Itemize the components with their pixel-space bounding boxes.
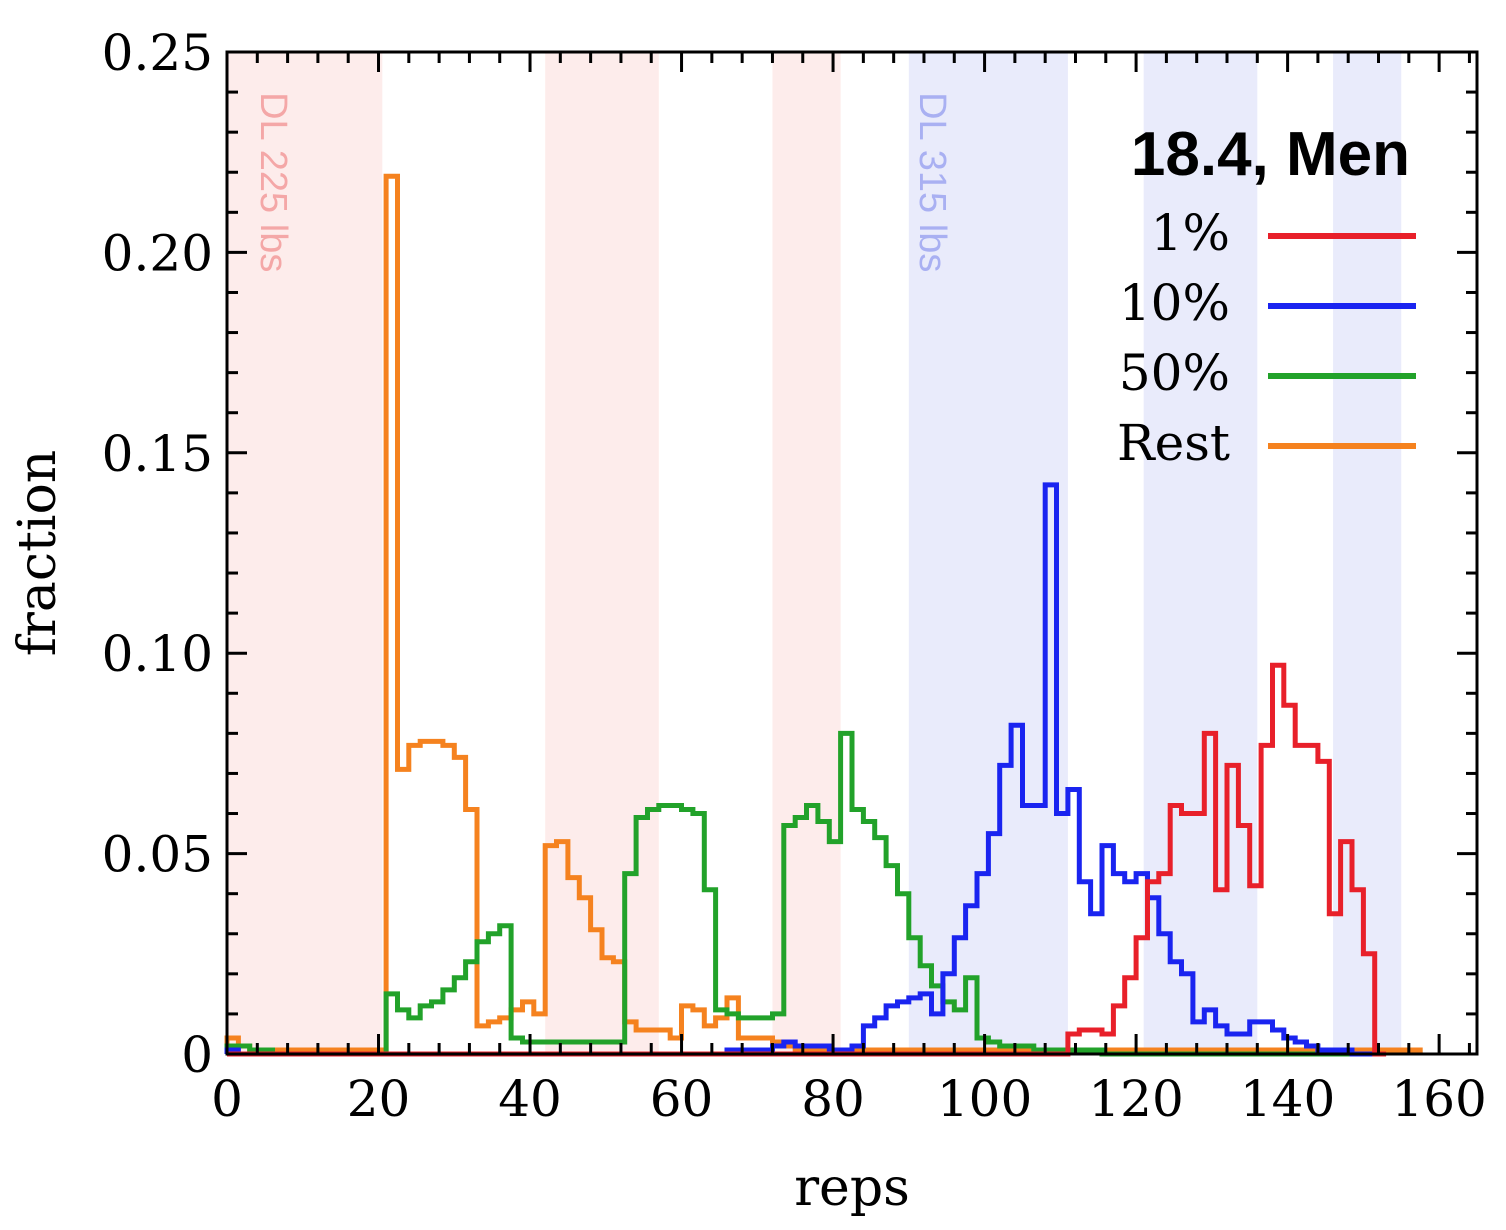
x-tick-label: 60 (650, 1070, 714, 1128)
x-tick-label: 80 (801, 1070, 865, 1128)
legend-label-2: 50% (1119, 344, 1230, 402)
y-tick-label: 0.20 (102, 224, 213, 282)
x-tick-label: 140 (1240, 1070, 1335, 1128)
legend: 18.4, Men 1% 10% 50% Rest (1117, 120, 1416, 472)
axis-ticks (225, 50, 1477, 1056)
band-label-0: DL 225 lbs (252, 92, 294, 272)
legend-label-1: 10% (1119, 274, 1230, 332)
y-tick-label: 0.05 (102, 826, 213, 884)
y-axis-label: fraction (8, 450, 68, 657)
band-5 (1333, 52, 1402, 1054)
chart-title: 18.4, Men (1131, 120, 1410, 189)
plot-frame (225, 50, 1479, 1056)
y-tick-label: 0.15 (102, 425, 213, 483)
legend-items: 1% 10% 50% Rest (1117, 204, 1416, 472)
series-line-3 (224, 173, 1423, 1054)
x-tick-label: 100 (937, 1070, 1032, 1128)
tick-labels: 0 20 40 60 80 100 120 140 160 0 0.05 0.10 0.15 0.20 0.… (102, 24, 1487, 1128)
band-labels: DL 225 lbs DL 315 lbs (252, 92, 953, 272)
legend-label-3: Rest (1117, 414, 1230, 472)
y-tick-label: 0.25 (102, 24, 213, 82)
y-tick-label: 0 (181, 1026, 213, 1084)
x-tick-label: 0 (211, 1070, 243, 1128)
legend-label-0: 1% (1151, 204, 1230, 262)
x-tick-label: 40 (498, 1070, 562, 1128)
band-1 (545, 52, 659, 1054)
y-tick-label: 0.10 (102, 625, 213, 683)
band-0 (227, 52, 383, 1054)
x-tick-label: 120 (1088, 1070, 1183, 1128)
x-tick-label: 20 (347, 1070, 411, 1128)
x-tick-label: 160 (1391, 1070, 1486, 1128)
series-line-2 (224, 730, 1375, 1057)
band-4 (1143, 52, 1258, 1054)
band-3 (908, 52, 1068, 1054)
band-label-1: DL 315 lbs (911, 92, 953, 272)
shaded-bands (227, 52, 1402, 1054)
x-axis-label: reps (794, 1158, 910, 1218)
